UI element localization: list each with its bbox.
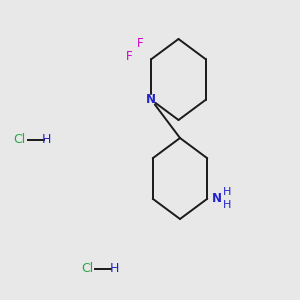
Text: H: H — [42, 133, 51, 146]
Text: N: N — [212, 192, 222, 205]
Text: N: N — [146, 93, 156, 106]
Text: H: H — [109, 262, 119, 275]
Text: H: H — [223, 200, 231, 210]
Text: F: F — [136, 37, 143, 50]
Text: Cl: Cl — [81, 262, 93, 275]
Text: Cl: Cl — [14, 133, 26, 146]
Text: F: F — [125, 50, 132, 63]
Text: H: H — [223, 187, 231, 197]
